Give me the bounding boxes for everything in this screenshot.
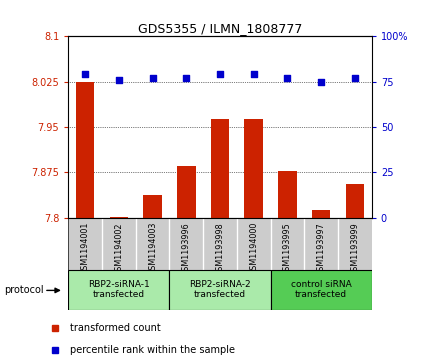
Bar bbox=[110, 217, 128, 218]
Bar bbox=[312, 210, 330, 218]
Bar bbox=[169, 270, 271, 310]
Bar bbox=[245, 119, 263, 218]
Title: GDS5355 / ILMN_1808777: GDS5355 / ILMN_1808777 bbox=[138, 22, 302, 35]
Text: GSM1193998: GSM1193998 bbox=[216, 222, 224, 276]
Text: GSM1193999: GSM1193999 bbox=[350, 222, 359, 276]
Bar bbox=[68, 270, 169, 310]
Text: GSM1194002: GSM1194002 bbox=[114, 222, 123, 276]
Point bbox=[81, 72, 88, 77]
Bar bbox=[143, 195, 162, 218]
Text: percentile rank within the sample: percentile rank within the sample bbox=[70, 345, 235, 355]
Point bbox=[115, 77, 122, 83]
Text: GSM1194000: GSM1194000 bbox=[249, 222, 258, 276]
Point bbox=[284, 75, 291, 81]
Text: GSM1194003: GSM1194003 bbox=[148, 222, 157, 276]
Point bbox=[352, 75, 359, 81]
Text: RBP2-siRNA-2
transfected: RBP2-siRNA-2 transfected bbox=[189, 280, 251, 299]
Text: GSM1193996: GSM1193996 bbox=[182, 222, 191, 276]
Bar bbox=[211, 119, 229, 218]
Text: GSM1194001: GSM1194001 bbox=[81, 222, 90, 276]
Bar bbox=[278, 171, 297, 218]
Text: GSM1193995: GSM1193995 bbox=[283, 222, 292, 276]
Text: protocol: protocol bbox=[4, 285, 44, 295]
Point bbox=[149, 75, 156, 81]
Point bbox=[216, 72, 224, 77]
Text: RBP2-siRNA-1
transfected: RBP2-siRNA-1 transfected bbox=[88, 280, 150, 299]
Point bbox=[183, 75, 190, 81]
Point bbox=[318, 79, 325, 85]
Bar bbox=[271, 270, 372, 310]
Point bbox=[250, 72, 257, 77]
Text: GSM1193997: GSM1193997 bbox=[317, 222, 326, 276]
Text: transformed count: transformed count bbox=[70, 323, 161, 333]
Bar bbox=[346, 184, 364, 218]
Bar bbox=[76, 82, 94, 218]
Text: control siRNA
transfected: control siRNA transfected bbox=[291, 280, 352, 299]
Bar bbox=[177, 166, 195, 218]
